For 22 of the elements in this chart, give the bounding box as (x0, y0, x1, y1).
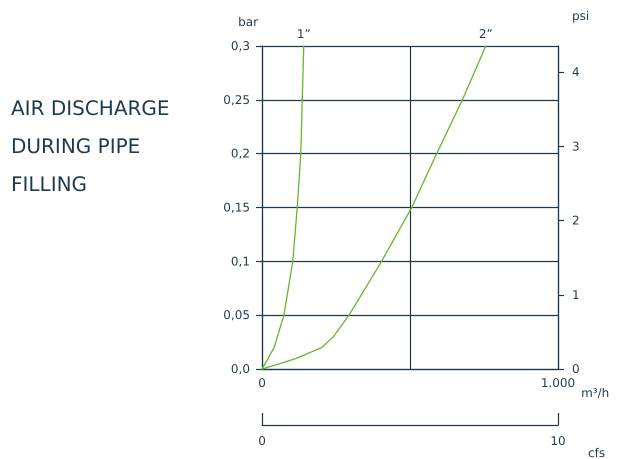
y2-axis-title: psi (572, 9, 590, 23)
text: AIR DISCHARGE DURING PIPE FILLING (11, 96, 176, 196)
y2-tick-label: 4 (572, 65, 580, 80)
y2-tick-label: 3 (572, 139, 580, 154)
y-tick-label: 0,0 (230, 362, 250, 376)
x2-tick-label: 10 (550, 434, 566, 448)
y-tick-label: 0,25 (223, 92, 250, 107)
x-tick-label: 1.000 (540, 376, 576, 390)
series-label: 1” (296, 27, 311, 41)
y-tick-label: 0,3 (230, 39, 250, 53)
y-axis-title: bar (238, 15, 258, 29)
y2-tick-label: 1 (572, 288, 580, 302)
y-tick-label: 0,05 (223, 308, 250, 322)
x2-axis-title: cfs (588, 446, 606, 459)
x2-tick-label: 0 (258, 434, 266, 448)
y-tick-label: 0,1 (230, 254, 250, 268)
series-label: 2” (478, 27, 493, 41)
y2-tick-label: 0 (572, 362, 580, 376)
y-tick-label: 0,2 (230, 146, 250, 161)
y2-tick-label: 2 (572, 214, 580, 228)
x-axis-title: m³/h (581, 386, 610, 400)
y-tick-label: 0,15 (223, 200, 250, 214)
